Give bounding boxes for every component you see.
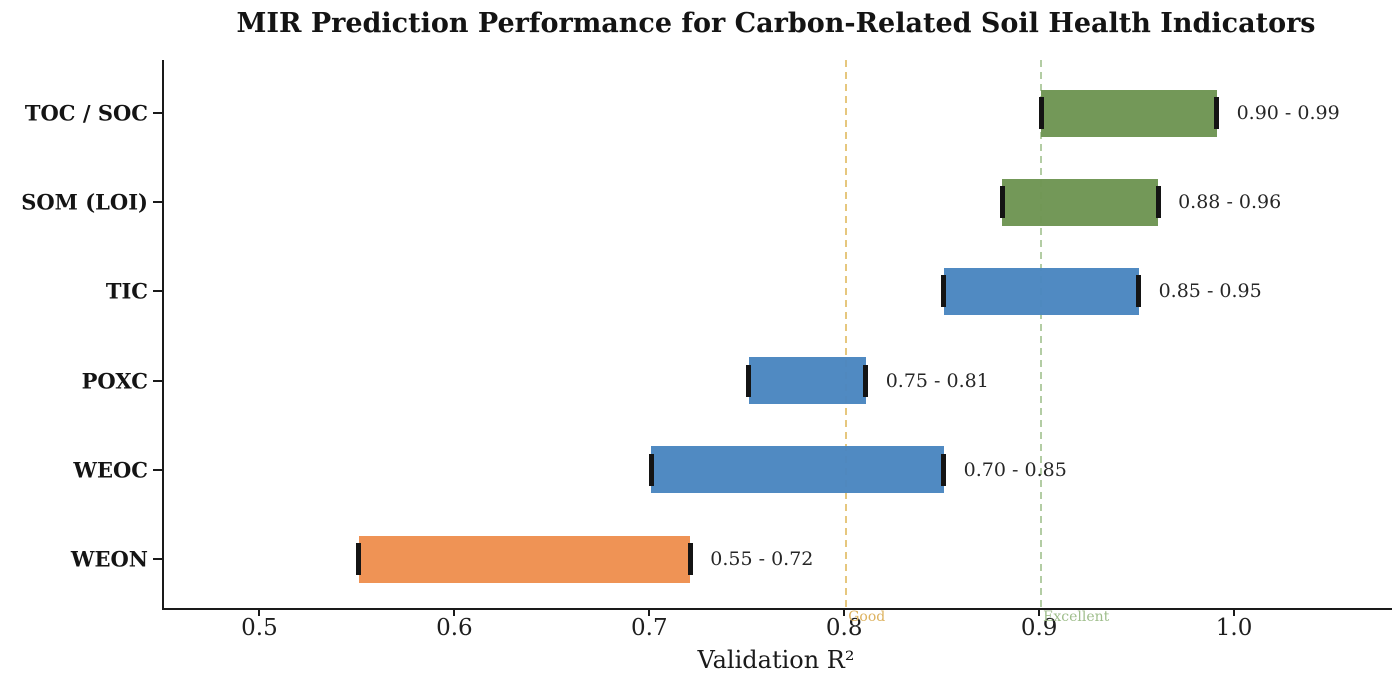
y-tick: [153, 201, 162, 204]
threshold-line-good: [845, 60, 848, 608]
y-category-label: TOC / SOC: [24, 100, 148, 126]
error-cap-high: [1136, 275, 1142, 308]
x-tick-label: 0.8: [825, 615, 863, 641]
x-tick-label: 0.7: [631, 615, 668, 641]
bar-range-label: 0.55 - 0.72: [710, 548, 814, 570]
error-cap-high: [1155, 186, 1161, 219]
x-tick: [843, 608, 846, 616]
x-tick: [453, 608, 456, 616]
error-cap-high: [863, 364, 869, 397]
range-bar-weon: [358, 535, 691, 583]
x-tick-label: 0.6: [436, 615, 473, 641]
x-tick-label: 1.0: [1215, 615, 1253, 641]
bar-range-label: 0.90 - 0.99: [1236, 102, 1340, 124]
y-tick: [153, 112, 162, 114]
y-category-label: TIC: [105, 278, 148, 304]
y-tick: [153, 379, 162, 382]
error-cap-low: [941, 275, 947, 308]
range-bar-som-loi-: [1002, 178, 1159, 226]
error-cap-low: [648, 453, 654, 486]
error-cap-high: [941, 453, 947, 486]
x-axis-label: Validation R²: [697, 646, 855, 674]
x-tick: [258, 608, 261, 616]
threshold-line-excellent: [1040, 60, 1043, 608]
y-category-label: POXC: [81, 368, 148, 394]
range-bar-tic: [943, 267, 1139, 315]
y-tick: [153, 468, 162, 471]
error-cap-low: [999, 186, 1005, 219]
error-cap-high: [1214, 97, 1220, 129]
y-tick: [153, 290, 162, 293]
y-category-label: SOM (LOI): [21, 189, 148, 215]
range-bar-toc-soc: [1041, 89, 1217, 137]
error-cap-low: [1038, 97, 1044, 129]
y-tick: [153, 558, 162, 560]
x-tick-label: 0.9: [1020, 615, 1058, 641]
bar-range-label: 0.85 - 0.95: [1158, 280, 1262, 303]
chart-title: MIR Prediction Performance for Carbon-Re…: [236, 8, 1316, 39]
bar-range-label: 0.75 - 0.81: [885, 369, 989, 392]
y-category-label: WEOC: [73, 457, 148, 483]
error-cap-low: [746, 364, 752, 397]
threshold-label-excellent: Excellent: [1043, 609, 1110, 625]
plot-area: 0.90 - 0.99 0.88 - 0.96 0.85 - 0.95 0.75 - …: [162, 60, 1392, 610]
x-tick-label: 0.5: [241, 615, 278, 641]
error-cap-low: [356, 543, 362, 575]
bar-range-label: 0.70 - 0.85: [963, 458, 1067, 481]
threshold-label-good: Good: [848, 609, 886, 625]
range-bar-weoc: [651, 446, 944, 494]
error-cap-high: [687, 543, 693, 575]
bar-range-label: 0.88 - 0.96: [1178, 191, 1282, 214]
y-category-label: WEON: [70, 546, 148, 572]
x-tick: [1038, 608, 1041, 616]
x-tick: [1233, 608, 1236, 616]
range-bar-poxc: [748, 357, 866, 405]
x-tick: [648, 608, 651, 616]
